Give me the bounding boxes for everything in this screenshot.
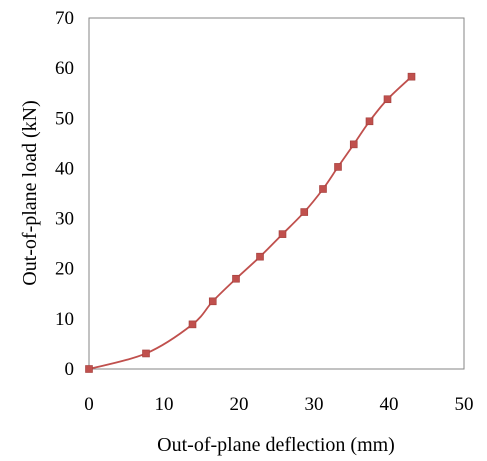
data-point-marker (365, 117, 374, 126)
x-tick-labels: 0 10 20 30 40 50 (84, 394, 473, 415)
data-point-marker (208, 297, 217, 306)
data-point-marker (85, 365, 93, 373)
x-tick-label: 50 (455, 394, 474, 415)
x-tick-label: 20 (230, 394, 249, 415)
x-tick-label: 0 (84, 394, 94, 415)
plot-area (88, 17, 465, 370)
x-tick-label: 30 (305, 394, 324, 415)
data-point-marker (349, 140, 358, 149)
data-point-marker (256, 252, 264, 261)
data-point-marker (142, 349, 150, 358)
data-point-marker (319, 185, 327, 193)
data-point-marker (278, 230, 287, 238)
data-markers (85, 72, 416, 373)
data-point-marker (188, 320, 197, 329)
y-axis-title: Out-of-plane load (kN) (19, 100, 41, 286)
x-tick-label: 10 (155, 394, 174, 415)
x-axis-title: Out-of-plane deflection (mm) (157, 434, 395, 456)
data-point-marker (334, 163, 342, 171)
y-tick-label: 40 (55, 158, 74, 179)
y-tick-label: 70 (55, 8, 74, 29)
data-point-marker (383, 95, 392, 104)
data-point-marker (407, 72, 416, 81)
data-point-marker (232, 274, 240, 283)
x-tick-label: 40 (380, 394, 399, 415)
y-tick-label: 0 (65, 359, 75, 380)
y-tick-label: 50 (55, 108, 74, 129)
y-tick-label: 20 (55, 259, 74, 280)
data-point-marker (300, 208, 309, 216)
y-tick-label: 30 (55, 209, 74, 230)
y-tick-label: 60 (55, 58, 74, 79)
y-tick-labels: 0 10 20 30 40 50 60 70 (55, 8, 74, 380)
y-tick-label: 10 (55, 309, 74, 330)
